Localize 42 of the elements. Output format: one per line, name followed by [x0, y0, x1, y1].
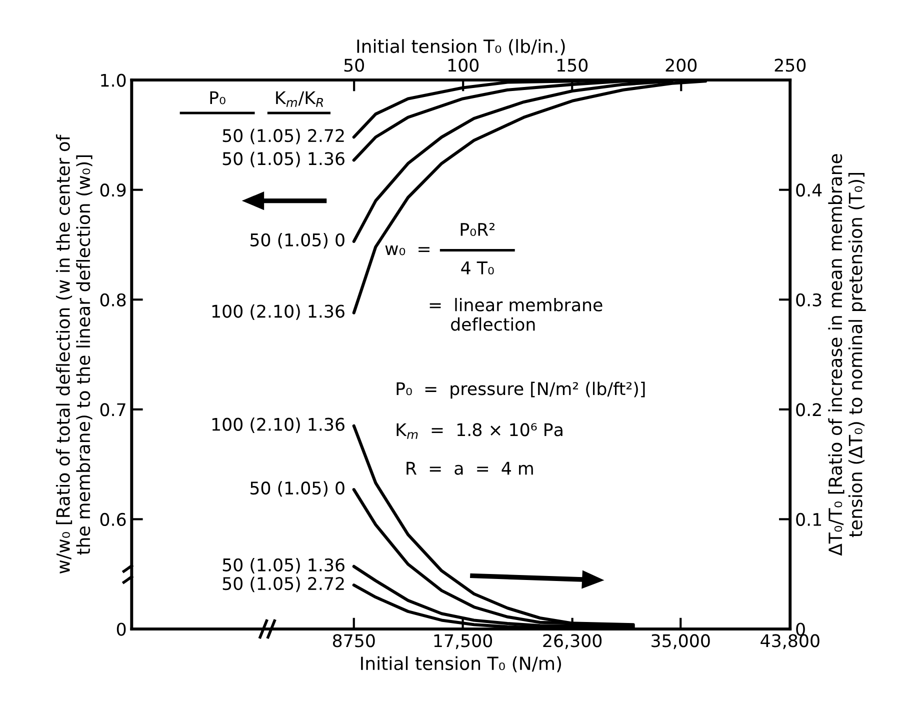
annotation: K$_{m}$ = 1.8 × 10⁶ Pa — [396, 423, 562, 439]
y-tick-label: 0 — [116, 622, 126, 636]
x2-tick-label: 250 — [774, 58, 806, 72]
legend-label: 50 (1.05) 2.72 — [222, 128, 344, 144]
annotation: P₀ = pressure [N/m² (lb/ft²)] — [396, 382, 645, 399]
series-label: 100 (2.10) 1.36 — [212, 417, 344, 433]
y2-tick-label: 0.2 — [796, 403, 821, 416]
y-tick-label: 0.9 — [100, 184, 126, 197]
y2-tick-label: 0.1 — [796, 512, 822, 526]
y-tick-label: 1.0 — [101, 74, 126, 87]
x-tick-label: 8750 — [332, 634, 375, 648]
y-tick-label: 0.6 — [100, 512, 126, 526]
x2-tick-label: 200 — [666, 58, 697, 72]
x-tick-label: 17,500 — [434, 634, 492, 650]
x-axis-title: Initial tension T₀ (N/m) — [361, 656, 561, 672]
annotation: 4 T₀ — [461, 262, 494, 274]
series-label: 50 (1.05) 2.72 — [222, 576, 344, 592]
series-label: 50 (1.05) 1.36 — [222, 558, 344, 574]
y2-tick-label: 0.3 — [796, 293, 822, 306]
series-label: 50 (1.05) 0 — [250, 233, 344, 249]
series-label: 50 (1.05) 1.36 — [222, 152, 344, 168]
x2-tick-label: 50 — [344, 58, 364, 72]
x2-tick-label: 100 — [448, 58, 479, 72]
y-tick-label: 0.8 — [100, 293, 126, 306]
x2-axis-title: Initial tension T₀ (lb/in.) — [357, 39, 565, 56]
x-tick-label: 26,300 — [543, 634, 602, 650]
annotation: P₀R² — [460, 222, 495, 236]
x2-tick-label: 150 — [557, 58, 588, 72]
annotation: R = a = 4 m — [406, 462, 533, 475]
x-tick-label: 43,800 — [760, 634, 820, 650]
y2-axis-title: ΔT₀/T₀ [Ratio of increase in mean membrane tension (ΔT₀) to nominal pretension (T₀)] — [828, 154, 866, 556]
y-axis-title: w/w₀ [Ratio of total deflection (w in the center of the membrane) to the linear deflection (w₀)] — [56, 134, 92, 574]
y2-tick-label: 0 — [796, 622, 805, 636]
x-tick-label: 35,000 — [652, 634, 710, 650]
series-label: 100 (2.10) 1.36 — [212, 304, 344, 320]
annotation: P₀ — [210, 91, 226, 104]
annotation: K$_{m}$/K$_{R}$ — [276, 91, 323, 107]
annotation: = linear membrane deflection — [430, 298, 602, 331]
y-tick-label: 0.7 — [100, 403, 126, 416]
series-label: 50 (1.05) 0 — [250, 481, 344, 497]
annotation: w₀ = — [385, 246, 430, 256]
y2-tick-label: 0.4 — [796, 184, 822, 197]
